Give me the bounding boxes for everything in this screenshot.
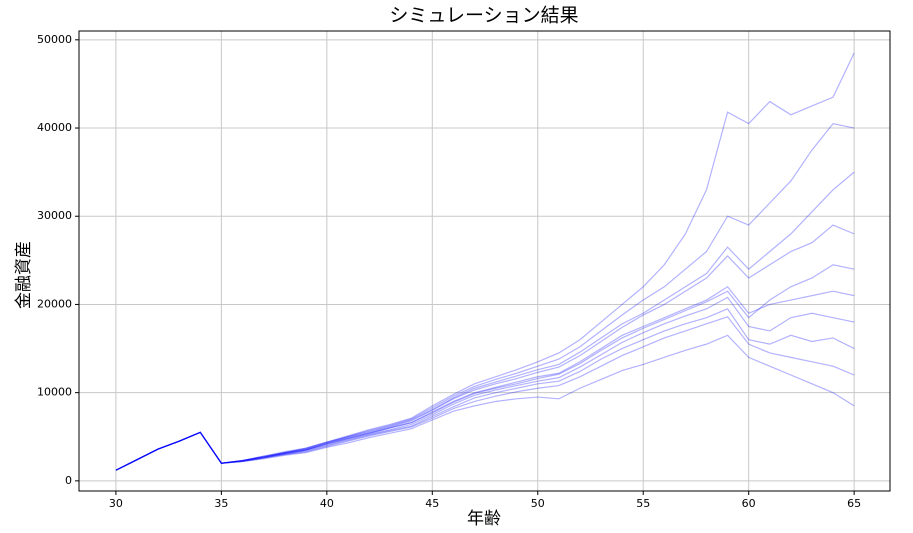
y-tick-label: 30000	[37, 209, 72, 222]
y-axis-label: 金融資産	[14, 241, 34, 309]
x-tick-label: 60	[742, 497, 756, 510]
simulation-line	[115, 264, 855, 471]
x-tick-label: 30	[109, 497, 123, 510]
simulation-line	[115, 224, 855, 471]
simulation-line	[115, 286, 855, 471]
y-tick-label: 50000	[37, 33, 72, 46]
x-tick-label: 35	[214, 497, 228, 510]
simulation-line	[115, 316, 855, 471]
x-tick-label: 40	[320, 497, 334, 510]
lines	[115, 52, 855, 471]
simulation-line	[115, 171, 855, 471]
x-tick-label: 55	[636, 497, 650, 510]
x-tick-label: 50	[531, 497, 545, 510]
y-tick-label: 10000	[37, 386, 72, 399]
y-tick-label: 20000	[37, 297, 72, 310]
y-tick-label: 0	[65, 474, 72, 487]
x-tick-label: 65	[847, 497, 861, 510]
x-axis-label: 年齢	[467, 509, 501, 529]
y-tick-label: 40000	[37, 121, 72, 134]
chart-title: シミュレーション結果	[389, 5, 578, 27]
simulation-line	[115, 122, 855, 471]
plot-frame	[78, 30, 891, 492]
simulation-line	[115, 52, 855, 471]
simulation-line	[115, 308, 855, 471]
grid	[79, 31, 890, 491]
x-tick-label: 45	[425, 497, 439, 510]
simulation-line	[115, 334, 855, 471]
simulation-line	[115, 296, 855, 471]
